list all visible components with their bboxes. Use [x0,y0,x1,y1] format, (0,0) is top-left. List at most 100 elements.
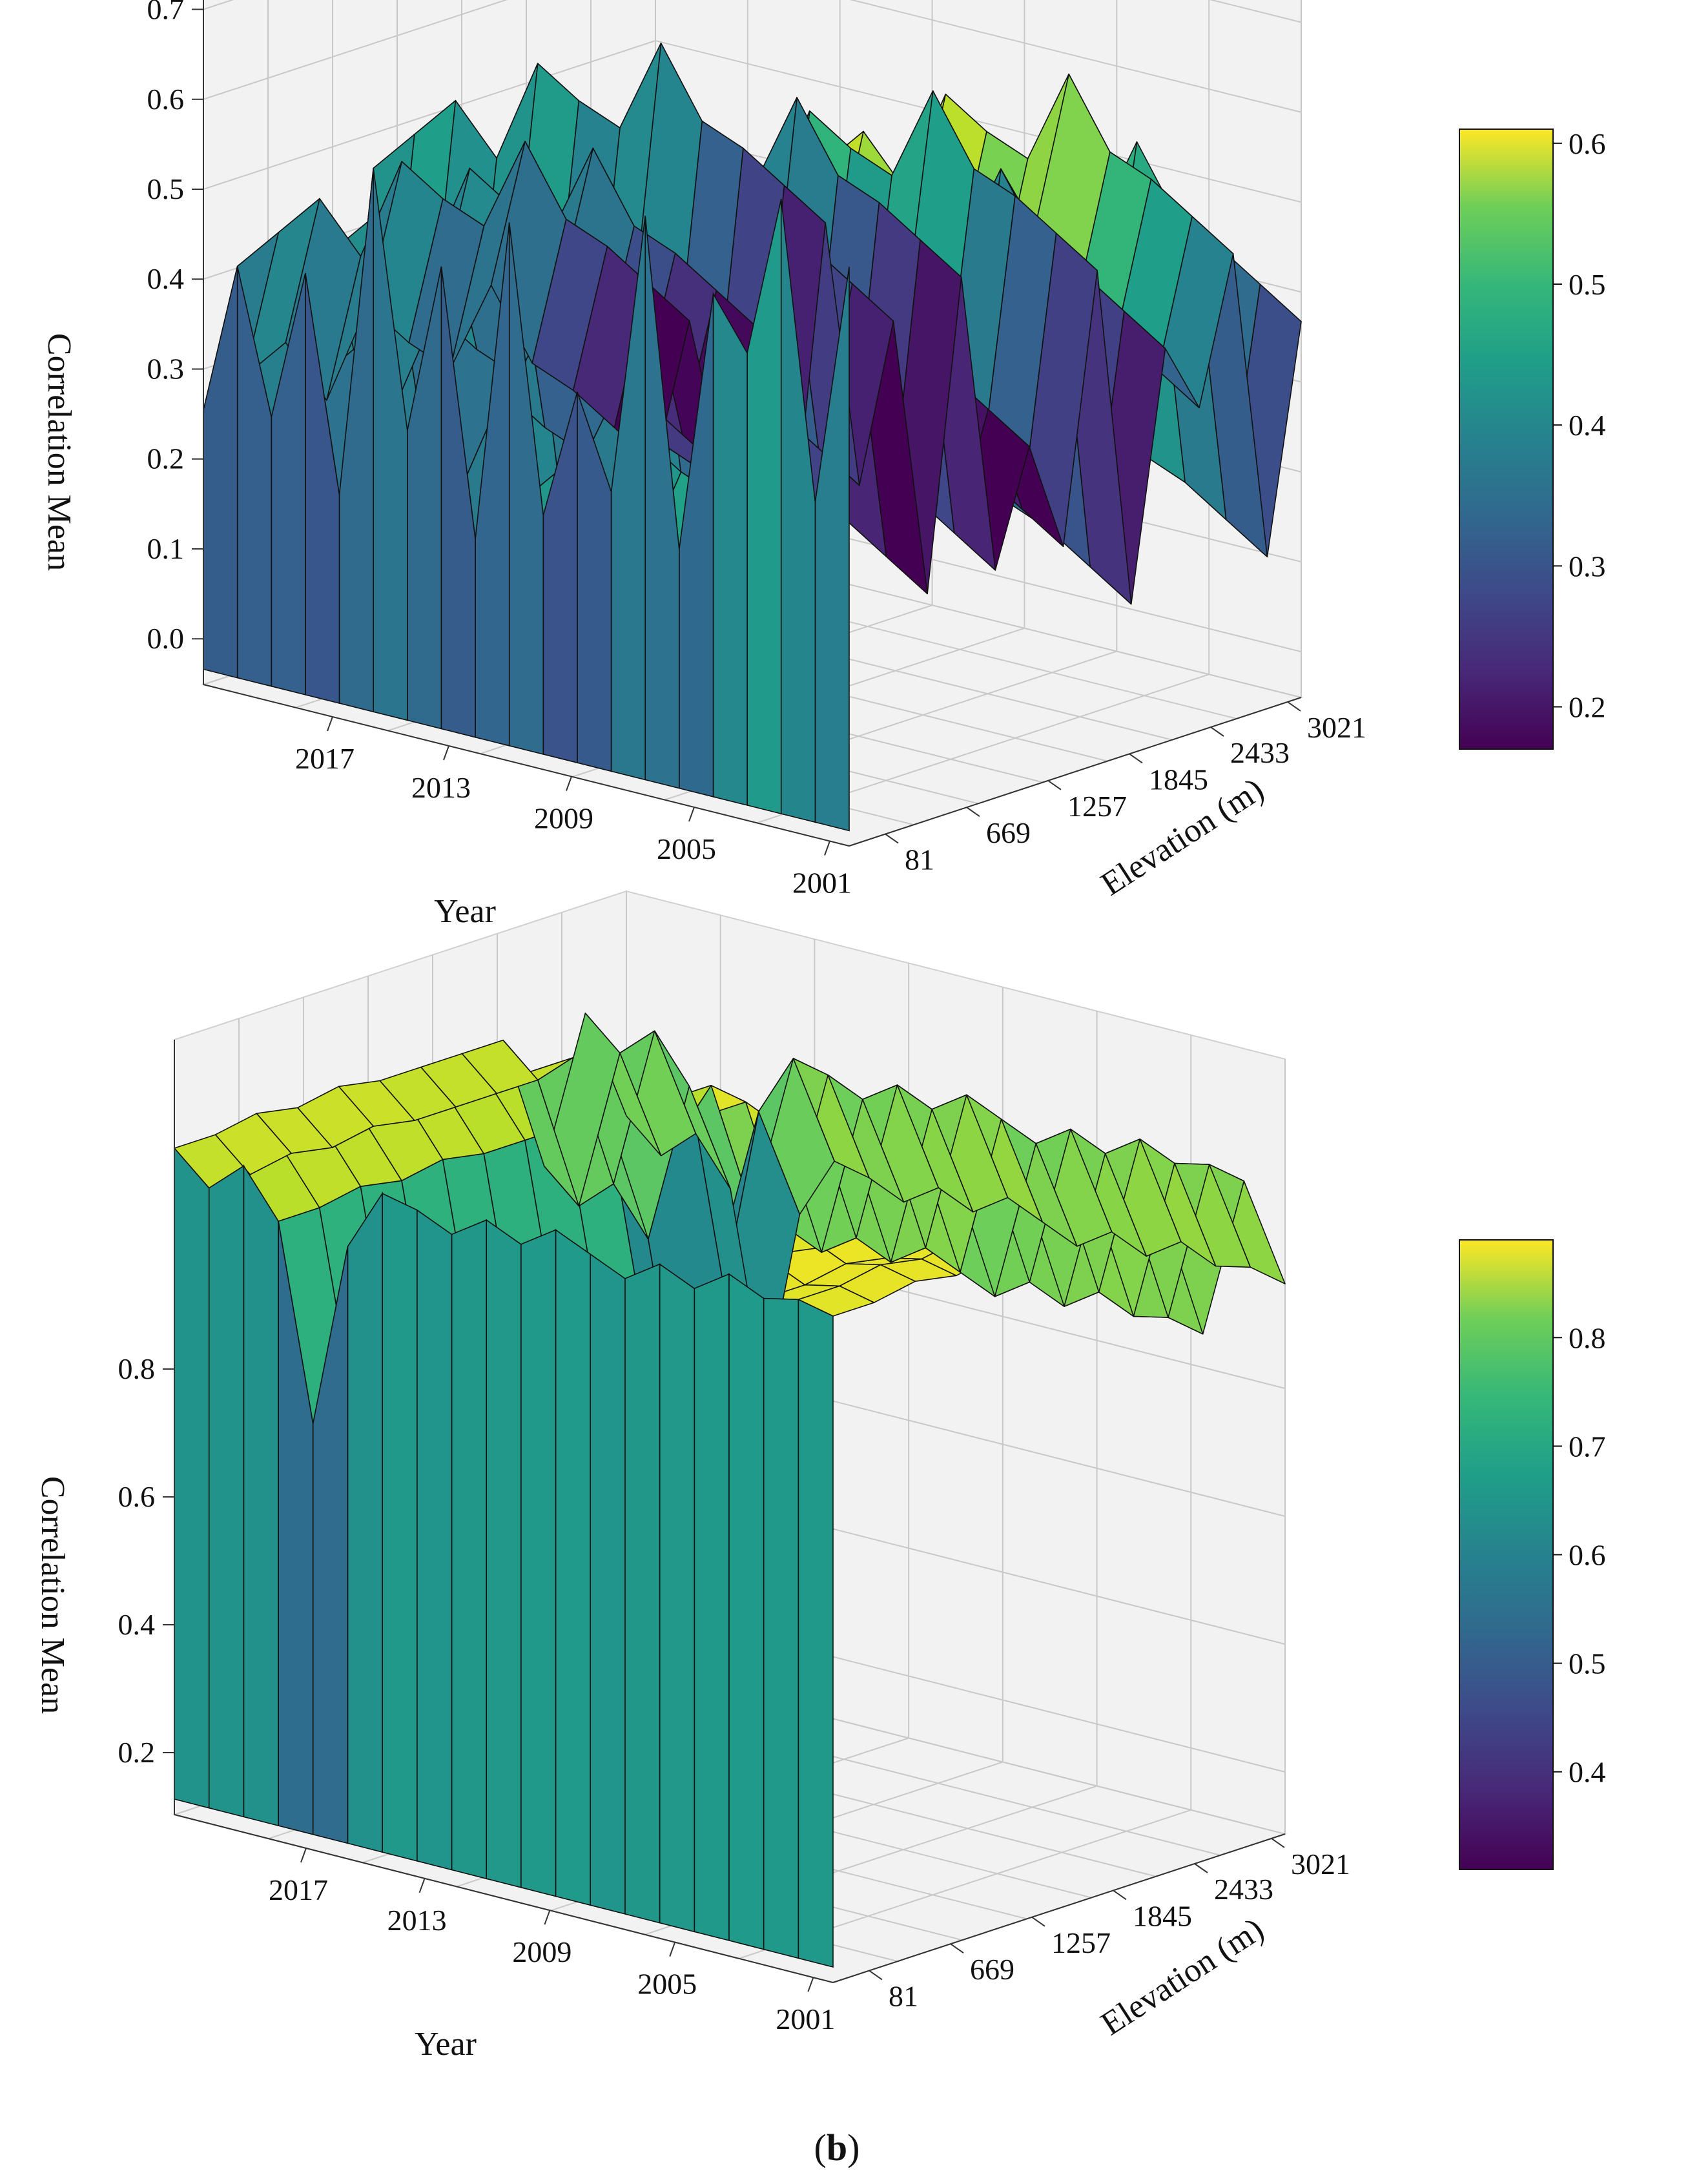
x-axis-label: Year [415,2026,477,2063]
elev-tick-label: 1845 [1133,1899,1192,1932]
colorbar-tick-label: 0.2 [1569,691,1606,724]
elev-tick-mark [869,1970,883,1981]
surface-facet [712,291,748,806]
caption-b-letter: b [827,2127,847,2169]
colorbar-tick-label: 0.6 [1569,127,1606,160]
surface-facet [451,1219,488,1880]
colorbar-tick-label: 0.8 [1569,1321,1606,1354]
elev-tick-label: 3021 [1307,711,1366,744]
elev-tick-mark [1194,1863,1208,1873]
surface-facet [624,1263,661,1924]
year-axis-line [203,684,850,847]
colorbar-gradient [1459,129,1554,750]
elev-tick-label: 1257 [1067,790,1127,823]
elev-axis-b: 81 669 1257 1845 2433 3021 [832,1833,1350,2013]
elev-tick-label: 1257 [1051,1926,1111,1959]
year-tick-label: 2013 [411,771,471,804]
elev-tick-label: 2433 [1230,736,1290,769]
elev-tick-mark [1031,1916,1045,1927]
z-axis-b: 0.2 0.4 0.6 0.8 [118,1040,175,1815]
elev-tick-mark [1047,779,1062,790]
elev-tick-label: 2433 [1214,1873,1273,1906]
year-axis-a: 2017 2013 2009 2005 2001 [203,684,852,900]
z-tick-label: 0.0 [147,622,185,655]
surface-facet [382,1192,418,1862]
z-tick-label: 0.1 [147,532,185,565]
colorbar-tick-label: 0.3 [1569,550,1606,582]
surface-facet [694,1273,730,1941]
surface-b [174,1013,1286,1968]
colorbar-tick-label: 0.4 [1569,409,1606,442]
z-tick-label: 0.6 [118,1480,156,1513]
colorbar-tick-label: 0.5 [1569,1647,1606,1680]
surface-facet [590,1253,626,1915]
gridline [203,0,508,100]
year-tick-label: 2005 [637,1968,697,2001]
z-tick-label: 0.6 [147,83,185,116]
z-axis-label: Correlation Mean [41,333,77,571]
elev-tick-mark [1287,701,1301,712]
panel-b: 0.2 0.4 0.6 0.8 2017 2013 2009 2005 2001 81 669 1… [34,890,1606,2169]
colorbar-a: 0.2 0.3 0.4 0.5 0.6 [1459,127,1606,750]
elev-tick-mark [1271,1838,1285,1848]
surface-facet [555,1228,592,1906]
year-tick-label: 2013 [387,1904,447,1937]
colorbar-tick-label: 0.4 [1569,1756,1606,1789]
year-axis-b: 2017 2013 2009 2005 2001 [174,1814,835,2035]
year-tick-label: 2017 [269,1873,328,1906]
elev-tick-mark [1113,1890,1127,1901]
gridline [203,40,656,190]
elev-tick-mark [1210,726,1224,737]
z-tick-label: 0.3 [147,352,185,385]
colorbar-tick-label: 0.6 [1569,1539,1606,1572]
year-tick-mark [443,745,449,761]
elev-tick-label: 81 [889,1980,918,2013]
year-tick-mark [300,1848,307,1863]
year-tick-mark [669,1942,676,1957]
year-tick-mark [544,1910,551,1925]
year-tick-mark [566,776,572,791]
elev-tick-label: 669 [970,1953,1014,1986]
year-tick-label: 2009 [512,1935,571,1968]
surface-facet [347,1191,383,1853]
z-tick-label: 0.8 [118,1352,156,1385]
elev-axis-line [832,1833,1286,1983]
year-tick-mark [327,716,333,732]
surface-facet [520,1229,557,1897]
elev-axis-line [849,697,1302,847]
surface-facet [486,1219,522,1888]
elev-axis-a: 81 669 1257 1845 2433 3021 [849,697,1366,876]
year-tick-label: 2017 [295,742,355,775]
x-axis-label: Year [434,893,496,930]
year-tick-mark [824,841,830,856]
caption-b: (b) [814,2127,860,2169]
z-tick-label: 0.2 [147,442,185,475]
gridline [655,40,1302,203]
year-tick-label: 2005 [657,832,716,865]
year-tick-mark [807,1977,814,1992]
year-tick-label: 2009 [534,802,593,835]
colorbar-gradient [1459,1239,1554,1870]
surface-a [203,43,1302,832]
z-axis-a: 0.0 0.1 0.2 0.3 0.4 0.5 0.6 0.7 [147,0,204,685]
colorbar-tick-label: 0.5 [1569,268,1606,301]
z-tick-label: 0.7 [147,0,185,26]
surface-facet [728,1273,765,1950]
gridline [849,0,1302,113]
z-axis-label: Correlation Mean [34,1476,71,1714]
z-tick-label: 0.2 [118,1736,156,1769]
elev-tick-mark [950,1943,964,1954]
z-tick-label: 0.5 [147,172,185,205]
surface-facet [659,1263,695,1933]
surface-facet [416,1209,453,1871]
surface-facet [243,1164,279,1827]
elev-tick-label: 3021 [1291,1848,1350,1880]
elev-tick-mark [966,807,980,818]
elev-tick-label: 1845 [1149,763,1208,796]
year-tick-label: 2001 [792,867,852,900]
z-tick-label: 0.4 [147,262,185,295]
surface-facet [798,1299,834,1968]
elev-tick-label: 669 [986,816,1031,849]
elev-tick-mark [1129,753,1143,764]
